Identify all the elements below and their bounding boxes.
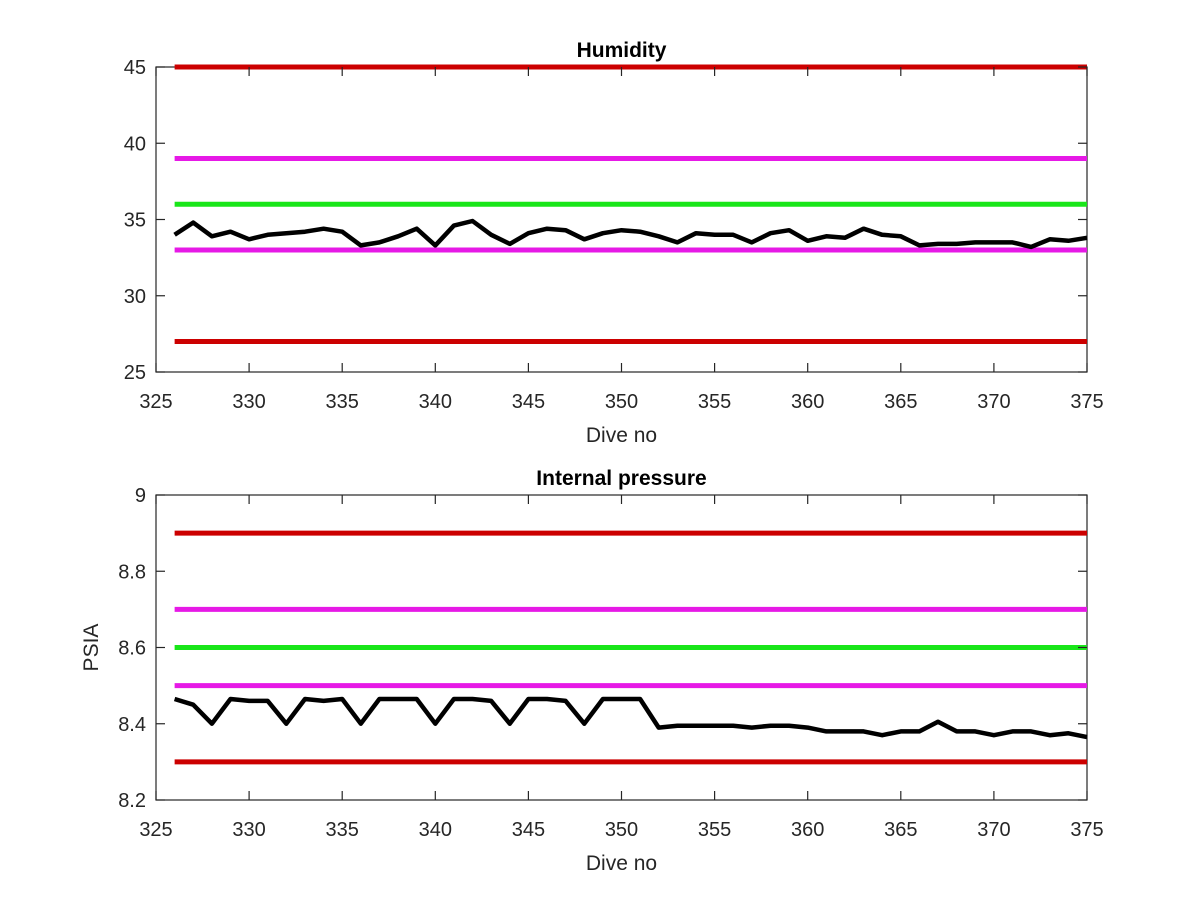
internal-pressure-x-tick-label: 350	[605, 819, 638, 841]
humidity-x-tick-label: 340	[419, 391, 452, 413]
internal-pressure-y-tick-label: 8.2	[118, 790, 146, 812]
internal-pressure-y-tick-label: 8.6	[118, 638, 146, 660]
humidity-plot: Dive no 325 330 335 340 345 350 355 360 365 370 37…	[124, 39, 1104, 447]
internal-pressure-y-tick-label: 8.8	[118, 561, 146, 583]
internal-pressure-x-tick-label: 355	[698, 819, 731, 841]
internal-pressure-plot: Dive no PSIA 325 330 335 340 345 350 355 360 365…	[80, 467, 1104, 875]
internal-pressure-x-tick-label: 340	[419, 819, 452, 841]
internal-pressure-x-tick-label: 330	[232, 819, 265, 841]
humidity-y-tick-label: 25	[124, 362, 146, 384]
humidity-axes-box	[155, 66, 1088, 373]
internal-pressure-x-tick-label: 360	[791, 819, 824, 841]
humidity-x-tick-label: 350	[605, 391, 638, 413]
humidity-x-tick-label: 330	[232, 391, 265, 413]
internal-pressure-title: Internal pressure	[536, 467, 706, 490]
humidity-x-tick-label: 375	[1070, 391, 1103, 413]
internal-pressure-y-axis-label: PSIA	[80, 624, 103, 672]
humidity-y-tick-label: 40	[124, 133, 146, 155]
internal-pressure-x-tick-label: 365	[884, 819, 917, 841]
humidity-x-tick-label: 325	[139, 391, 172, 413]
humidity-x-tick-label: 365	[884, 391, 917, 413]
internal-pressure-x-tick-label: 325	[139, 819, 172, 841]
internal-pressure-y-tick-label: 8.4	[118, 714, 146, 736]
humidity-data-line	[173, 218, 1088, 250]
humidity-x-tick-label: 355	[698, 391, 731, 413]
humidity-x-axis-label: Dive no	[586, 424, 657, 447]
humidity-x-tick-label: 335	[326, 391, 359, 413]
humidity-title: Humidity	[577, 39, 667, 62]
internal-pressure-x-tick-label: 370	[977, 819, 1010, 841]
humidity-x-tick-label: 360	[791, 391, 824, 413]
internal-pressure-x-tick-label: 375	[1070, 819, 1103, 841]
internal-pressure-x-axis-label: Dive no	[586, 852, 657, 875]
humidity-y-tick-label: 35	[124, 210, 146, 232]
internal-pressure-data-line	[173, 696, 1088, 740]
internal-pressure-y-tick-label: 9	[135, 485, 146, 507]
humidity-y-tick-label: 45	[124, 57, 146, 79]
humidity-x-tick-label: 345	[512, 391, 545, 413]
humidity-x-tick-label: 370	[977, 391, 1010, 413]
humidity-y-tick-label: 30	[124, 286, 146, 308]
internal-pressure-x-tick-label: 335	[326, 819, 359, 841]
internal-pressure-x-tick-label: 345	[512, 819, 545, 841]
